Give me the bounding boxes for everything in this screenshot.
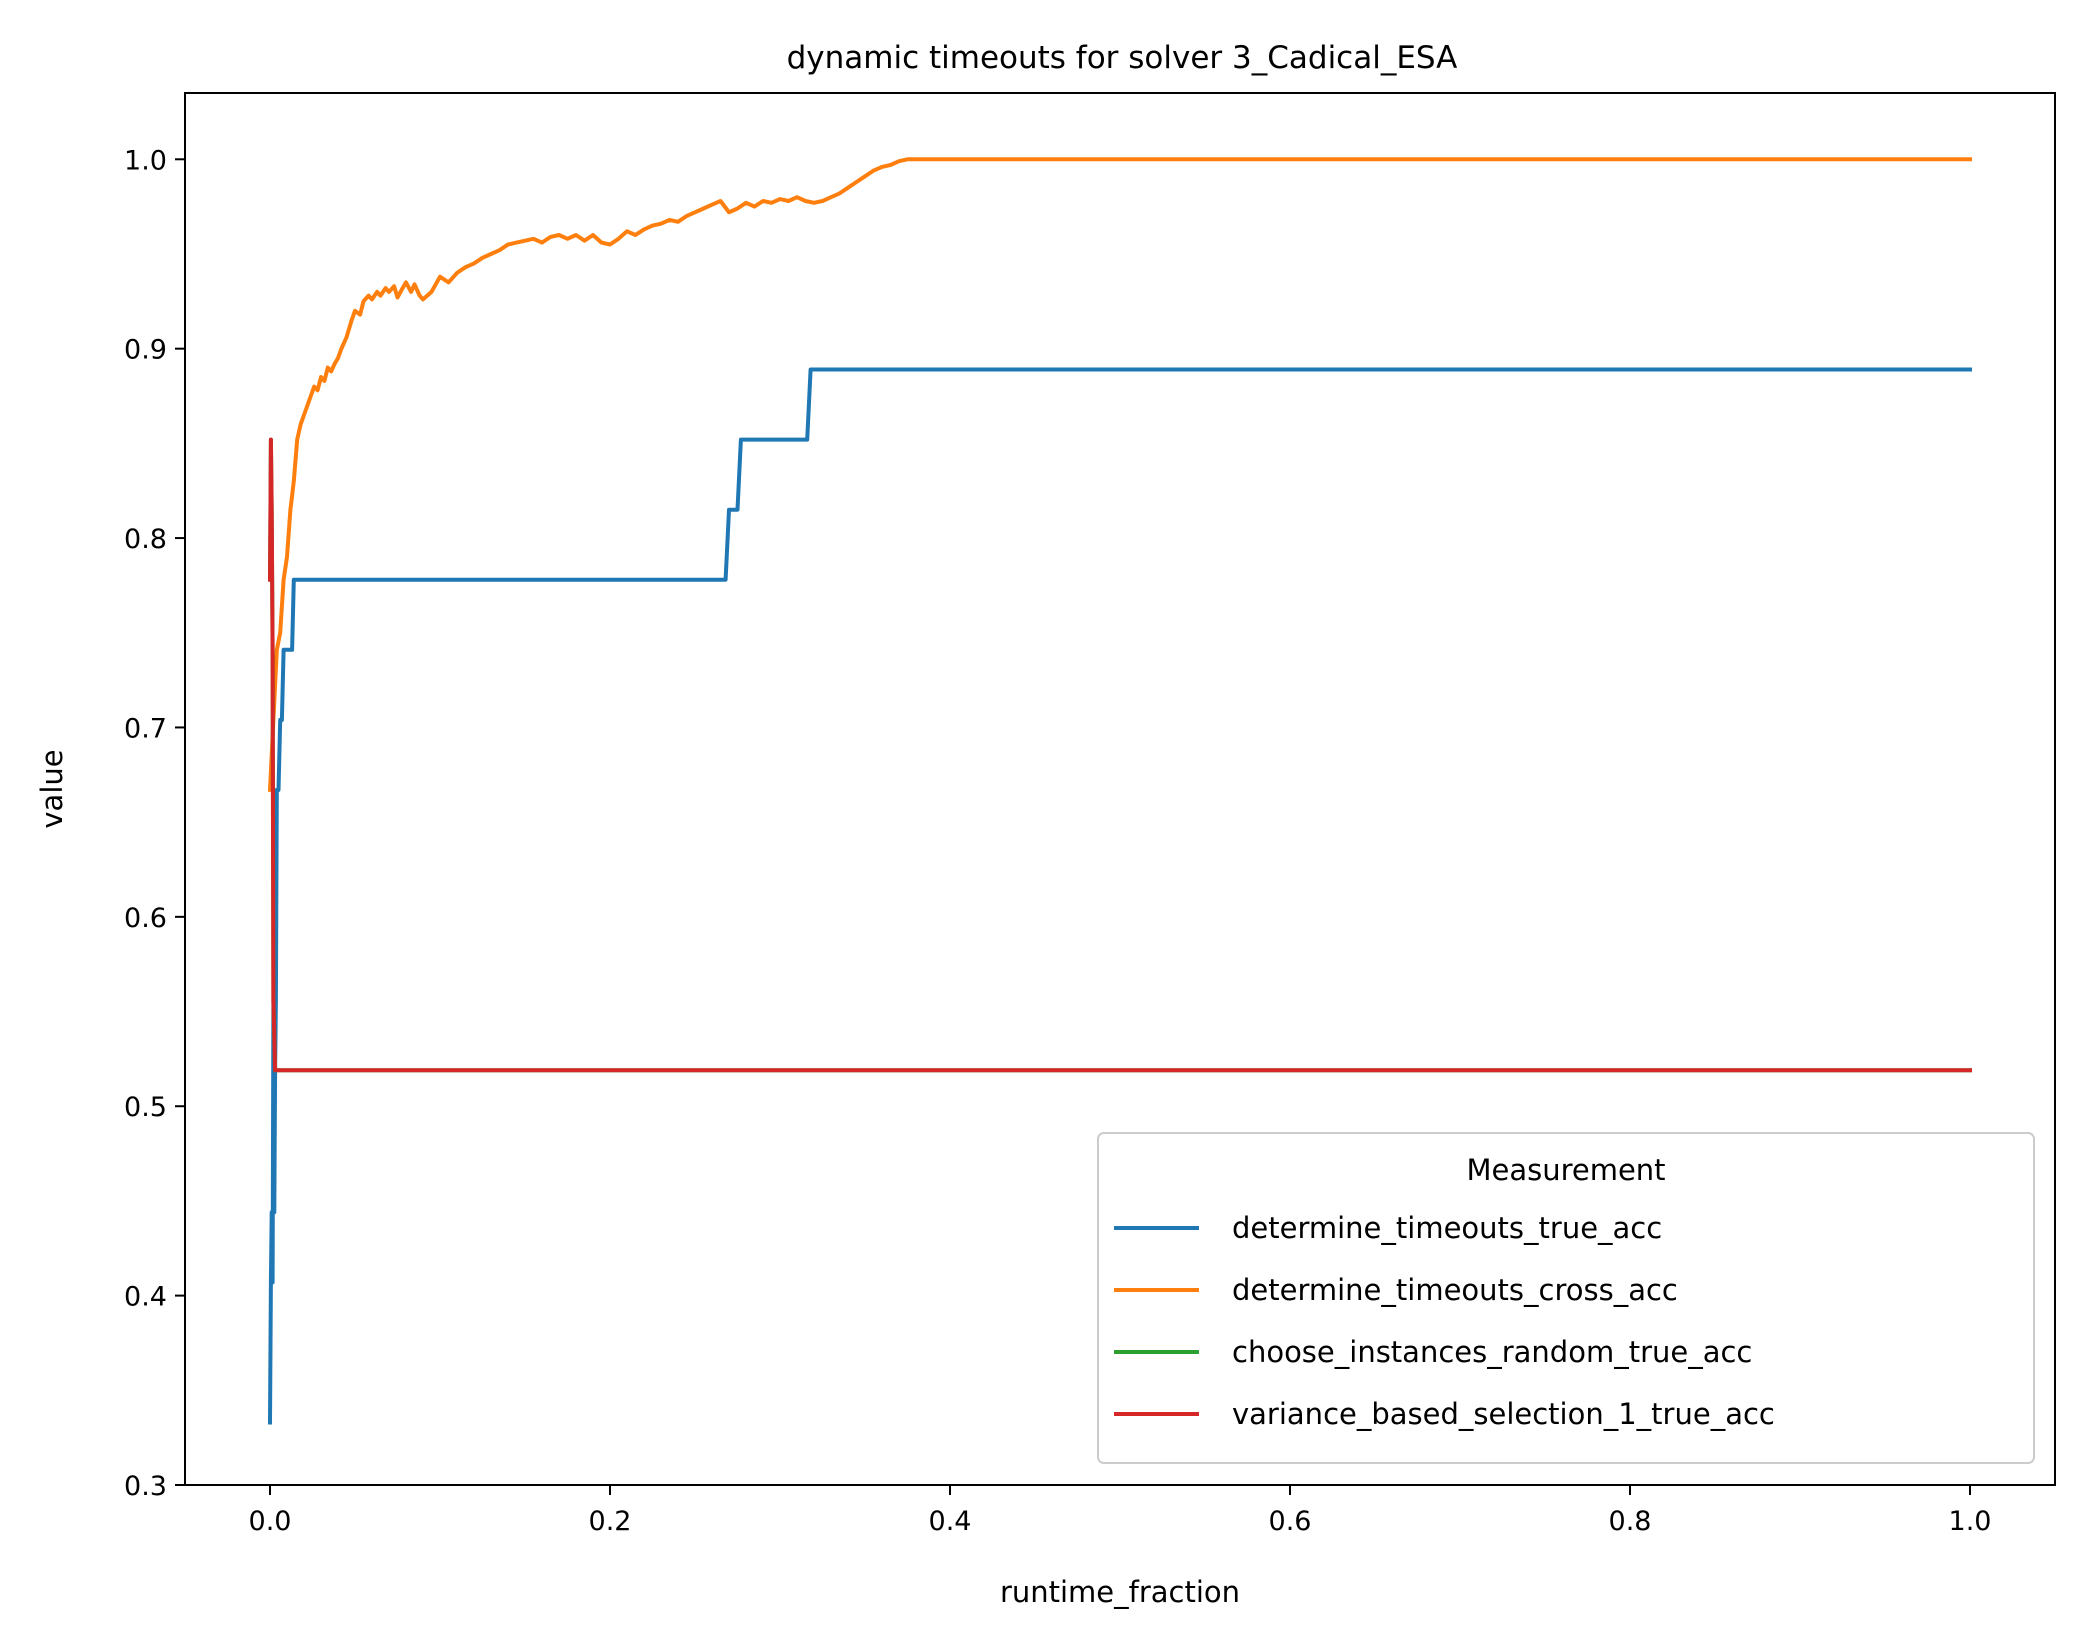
y-tick-label: 0.6 bbox=[124, 903, 167, 934]
chart-title: dynamic timeouts for solver 3_Cadical_ES… bbox=[787, 40, 1458, 76]
x-tick-label: 0.0 bbox=[249, 1506, 292, 1537]
series-line-2 bbox=[267, 157, 1972, 792]
x-tick-label: 0.6 bbox=[1269, 1506, 1312, 1537]
y-axis-label: value bbox=[35, 749, 69, 828]
y-tick-label: 0.8 bbox=[124, 524, 167, 555]
series-line-4 bbox=[267, 437, 1972, 1073]
y-tick-label: 1.0 bbox=[124, 145, 167, 176]
legend-entries: determine_timeouts_true_acc determine_tim… bbox=[1114, 1211, 1775, 1431]
legend-label: determine_timeouts_true_acc bbox=[1232, 1211, 1662, 1245]
y-tick-label: 0.4 bbox=[124, 1282, 167, 1313]
series-layer bbox=[267, 157, 1972, 1425]
legend-label: variance_based_selection_1_true_acc bbox=[1232, 1397, 1775, 1431]
plot-frame bbox=[184, 92, 2056, 1486]
x-axis: 0.0 0.2 0.4 0.6 0.8 1.0 bbox=[249, 1485, 1992, 1537]
series-line-1 bbox=[267, 367, 1972, 1425]
x-tick-label: 1.0 bbox=[1949, 1506, 1992, 1537]
x-tick-label: 0.4 bbox=[929, 1506, 972, 1537]
y-tick-label: 0.9 bbox=[124, 335, 167, 366]
legend: Measurement determine_timeouts_true_accd… bbox=[1097, 1132, 2035, 1464]
x-tick-label: 0.8 bbox=[1609, 1506, 1652, 1537]
legend-label: choose_instances_random_true_acc bbox=[1232, 1335, 1752, 1369]
legend-title: Measurement bbox=[1466, 1153, 1665, 1187]
y-tick-label: 0.5 bbox=[124, 1092, 167, 1123]
legend-box bbox=[1097, 1132, 2035, 1464]
x-tick-label: 0.2 bbox=[589, 1506, 632, 1537]
x-axis-label: runtime_fraction bbox=[1000, 1575, 1240, 1609]
y-tick-label: 0.7 bbox=[124, 713, 167, 744]
y-axis: 0.3 0.4 0.5 0.6 0.7 0.8 0.9 1.0 bbox=[124, 145, 185, 1502]
legend-label: determine_timeouts_cross_acc bbox=[1232, 1273, 1678, 1307]
y-tick-label: 0.3 bbox=[124, 1471, 167, 1502]
